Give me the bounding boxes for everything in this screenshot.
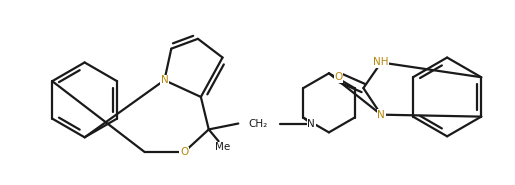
Text: CH₂: CH₂ — [248, 119, 268, 129]
Text: NH: NH — [373, 58, 389, 68]
Text: N: N — [307, 119, 315, 129]
Text: N: N — [161, 75, 168, 85]
Text: O: O — [180, 147, 188, 157]
Text: Me: Me — [215, 142, 230, 152]
Text: N: N — [377, 110, 385, 120]
Text: O: O — [335, 72, 343, 82]
